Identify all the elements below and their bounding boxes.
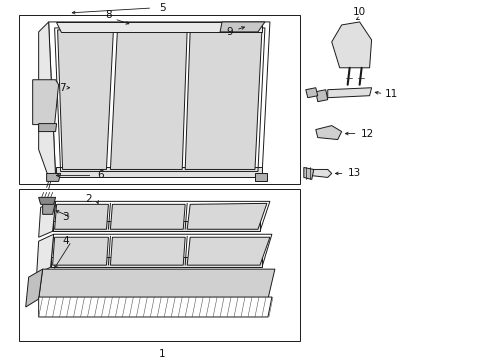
Polygon shape [53,237,108,265]
Text: 10: 10 [352,7,366,17]
Polygon shape [110,204,185,229]
Polygon shape [39,201,56,237]
Polygon shape [53,221,260,231]
Polygon shape [39,123,57,131]
Text: 6: 6 [97,170,103,180]
Polygon shape [51,257,262,267]
Polygon shape [33,80,59,125]
Text: 9: 9 [226,27,233,37]
Polygon shape [110,237,185,265]
Polygon shape [56,167,262,177]
Polygon shape [51,234,271,267]
Polygon shape [315,126,341,140]
Text: 12: 12 [360,129,373,139]
Polygon shape [48,22,269,177]
Bar [19,189,299,341]
Text: 1: 1 [159,349,165,359]
Polygon shape [254,174,266,181]
Polygon shape [42,201,56,214]
Polygon shape [309,170,331,177]
Polygon shape [39,22,56,177]
Polygon shape [220,22,264,32]
Polygon shape [55,204,108,229]
Text: 8: 8 [105,10,112,20]
Polygon shape [331,22,371,68]
Text: 2: 2 [85,194,92,204]
Polygon shape [37,234,54,274]
Polygon shape [303,167,313,179]
Text: 5: 5 [159,3,165,13]
Polygon shape [53,201,269,231]
Polygon shape [46,174,61,181]
Text: 13: 13 [347,168,361,179]
Text: 7: 7 [59,83,66,93]
Bar [19,15,299,184]
Polygon shape [187,203,266,229]
Polygon shape [26,269,42,307]
Polygon shape [187,237,269,265]
Polygon shape [110,30,187,170]
Polygon shape [315,90,327,102]
Polygon shape [327,88,371,98]
Polygon shape [185,30,262,170]
Polygon shape [39,269,274,299]
Text: 3: 3 [62,212,69,222]
Polygon shape [39,297,271,317]
Polygon shape [58,30,113,170]
Polygon shape [305,88,317,98]
Polygon shape [56,22,262,32]
Text: 4: 4 [62,236,69,246]
Text: 11: 11 [384,89,397,99]
Polygon shape [39,197,56,204]
